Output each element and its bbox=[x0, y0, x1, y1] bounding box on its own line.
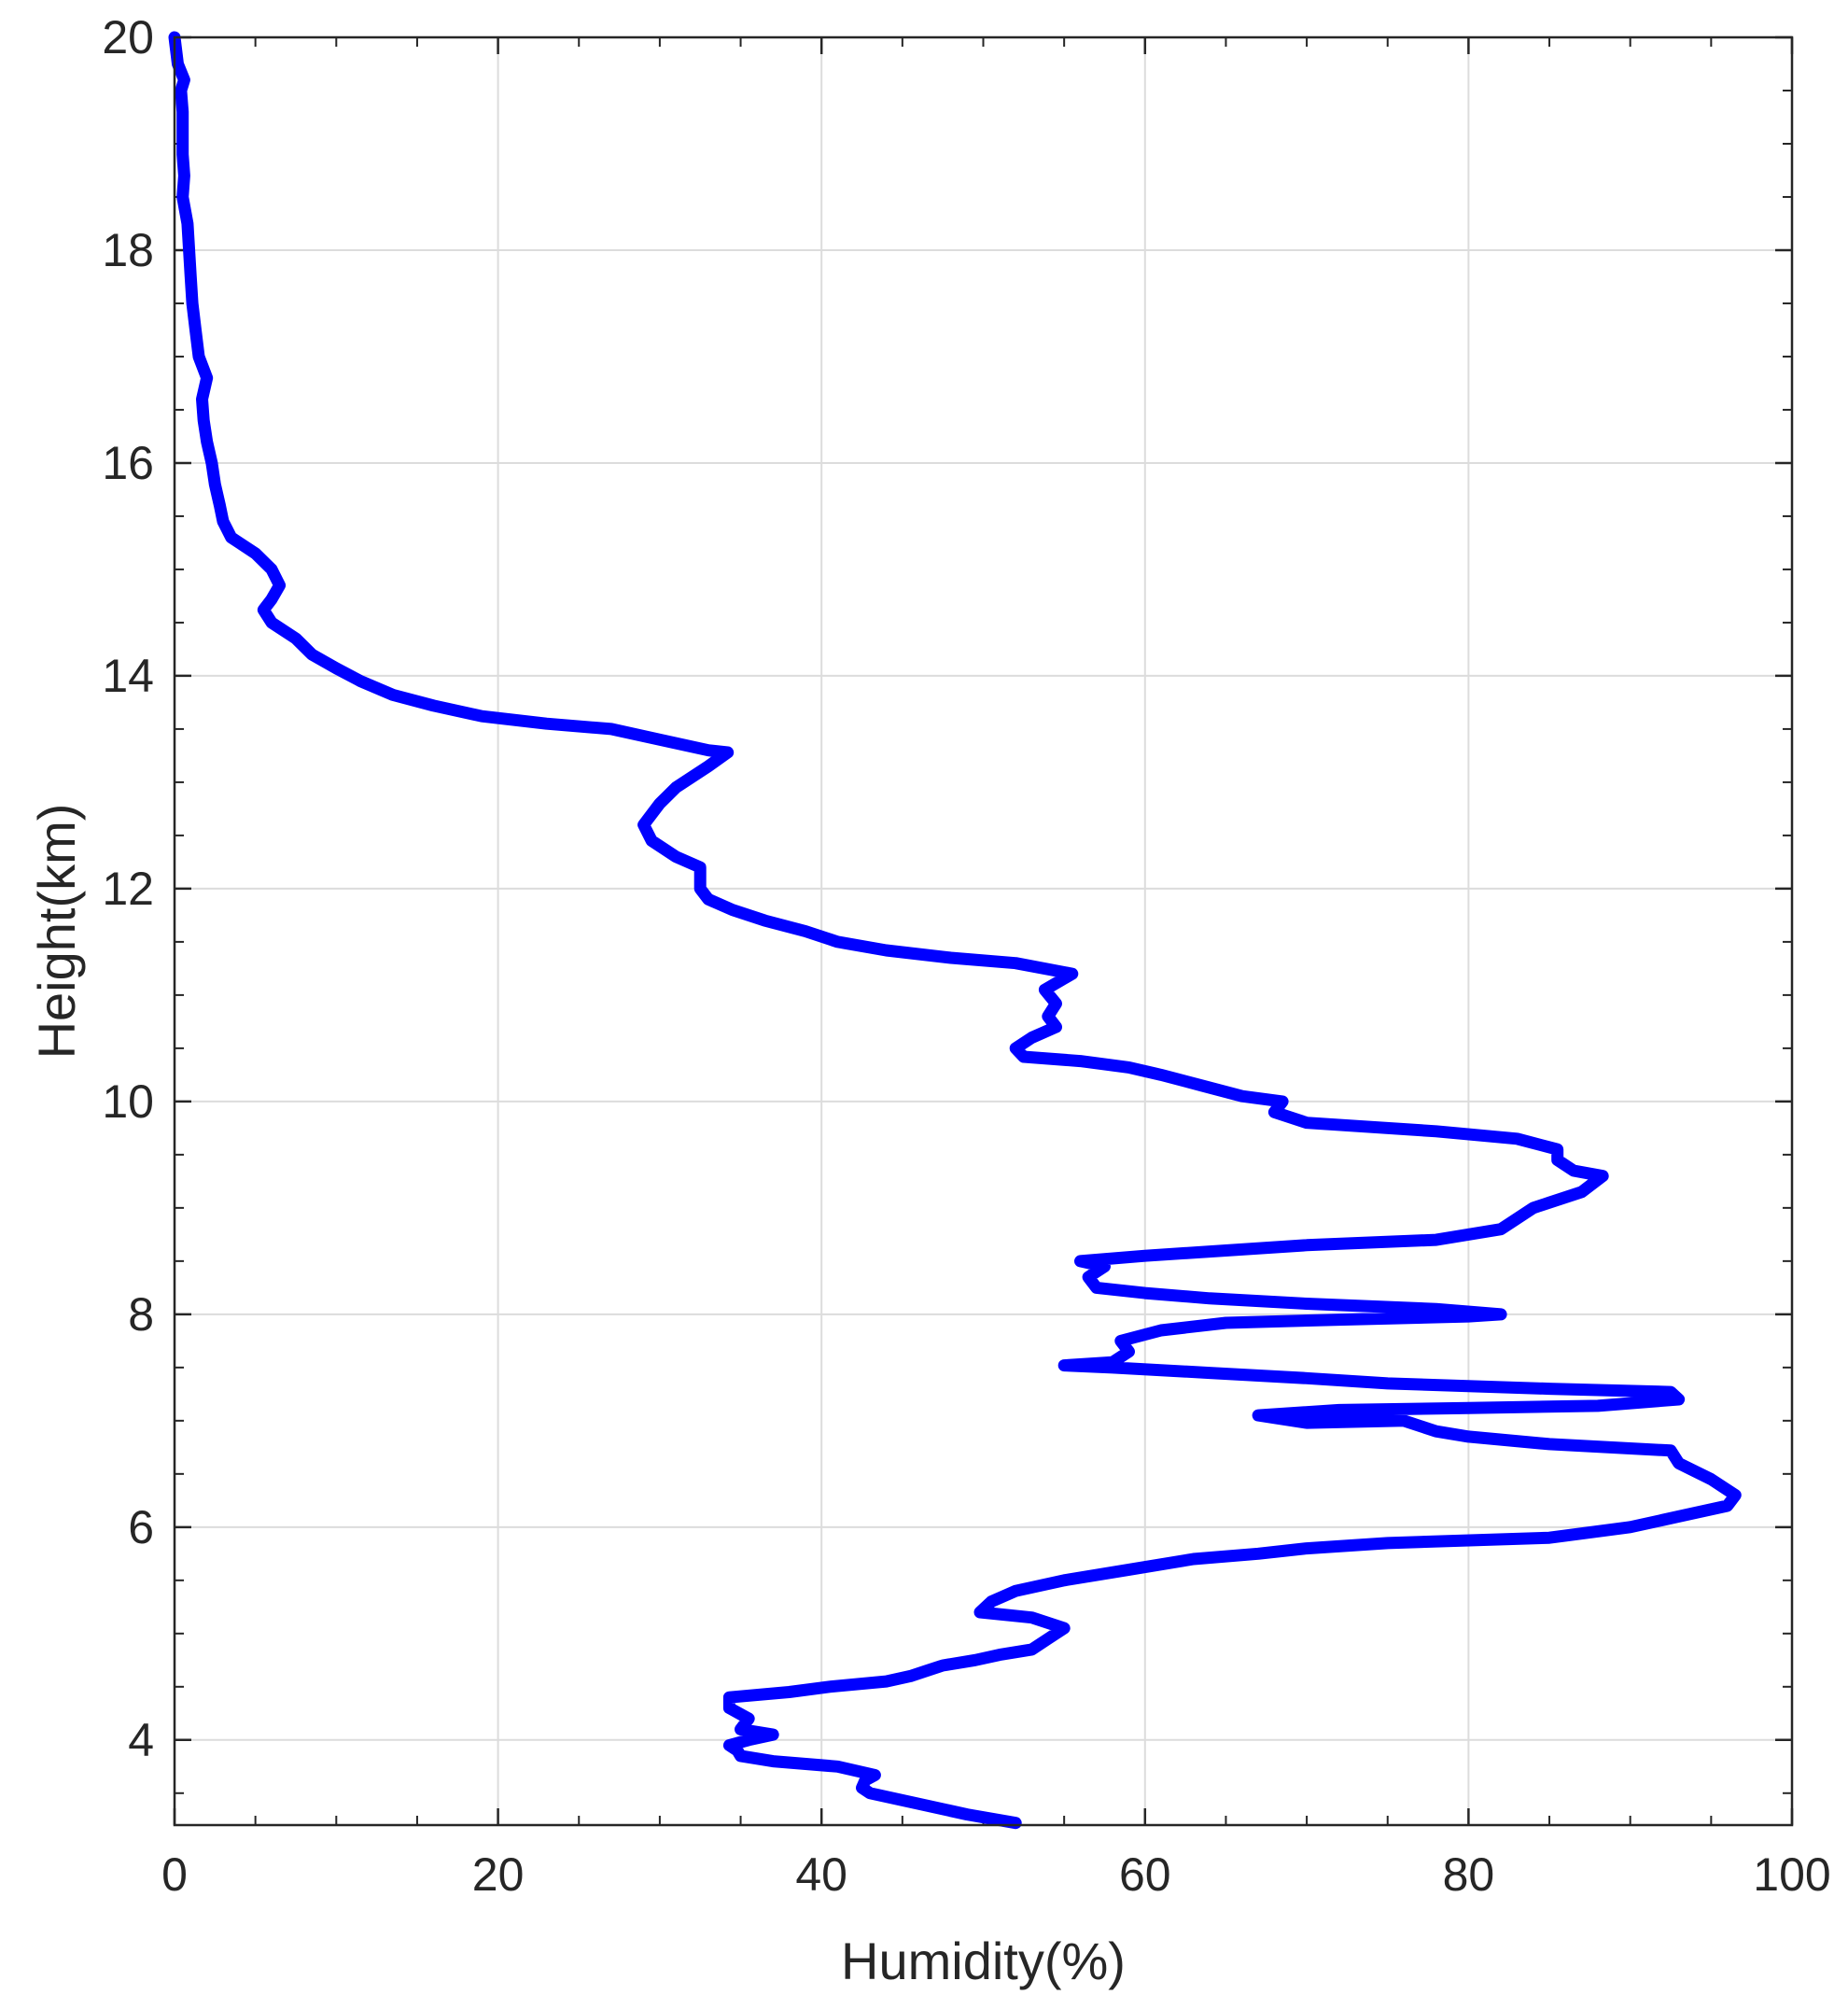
y-tick-label: 18 bbox=[102, 224, 154, 276]
y-tick-label: 16 bbox=[102, 437, 154, 489]
plot-series bbox=[168, 31, 1742, 1830]
y-tick-label: 6 bbox=[128, 1501, 154, 1553]
y-axis-label: Height(km) bbox=[27, 804, 86, 1060]
y-tick-labels: 4 6 8 10 12 14 16 18 20 bbox=[102, 11, 154, 1766]
minor-ticks bbox=[175, 37, 1792, 1825]
x-tick-label: 80 bbox=[1443, 1848, 1495, 1901]
humidity-profile-line bbox=[168, 31, 1742, 1830]
y-tick-label: 20 bbox=[102, 11, 154, 63]
plot-frame bbox=[173, 35, 1794, 1827]
grid-lines bbox=[175, 37, 1792, 1825]
y-tick-label: 8 bbox=[128, 1288, 154, 1341]
x-tick-label: 60 bbox=[1119, 1848, 1171, 1901]
x-tick-label: 20 bbox=[472, 1848, 525, 1901]
y-tick-label: 4 bbox=[128, 1714, 154, 1766]
x-axis-label: Humidity(%) bbox=[841, 1932, 1126, 1990]
x-tick-labels: 0 20 40 60 80 100 bbox=[161, 1848, 1831, 1901]
x-tick-label: 100 bbox=[1753, 1848, 1830, 1901]
x-tick-label: 40 bbox=[795, 1848, 847, 1901]
y-tick-label: 14 bbox=[102, 650, 154, 702]
y-tick-label: 10 bbox=[102, 1075, 154, 1128]
y-tick-label: 12 bbox=[102, 863, 154, 915]
x-tick-label: 0 bbox=[161, 1848, 188, 1901]
major-ticks bbox=[173, 35, 1794, 1825]
